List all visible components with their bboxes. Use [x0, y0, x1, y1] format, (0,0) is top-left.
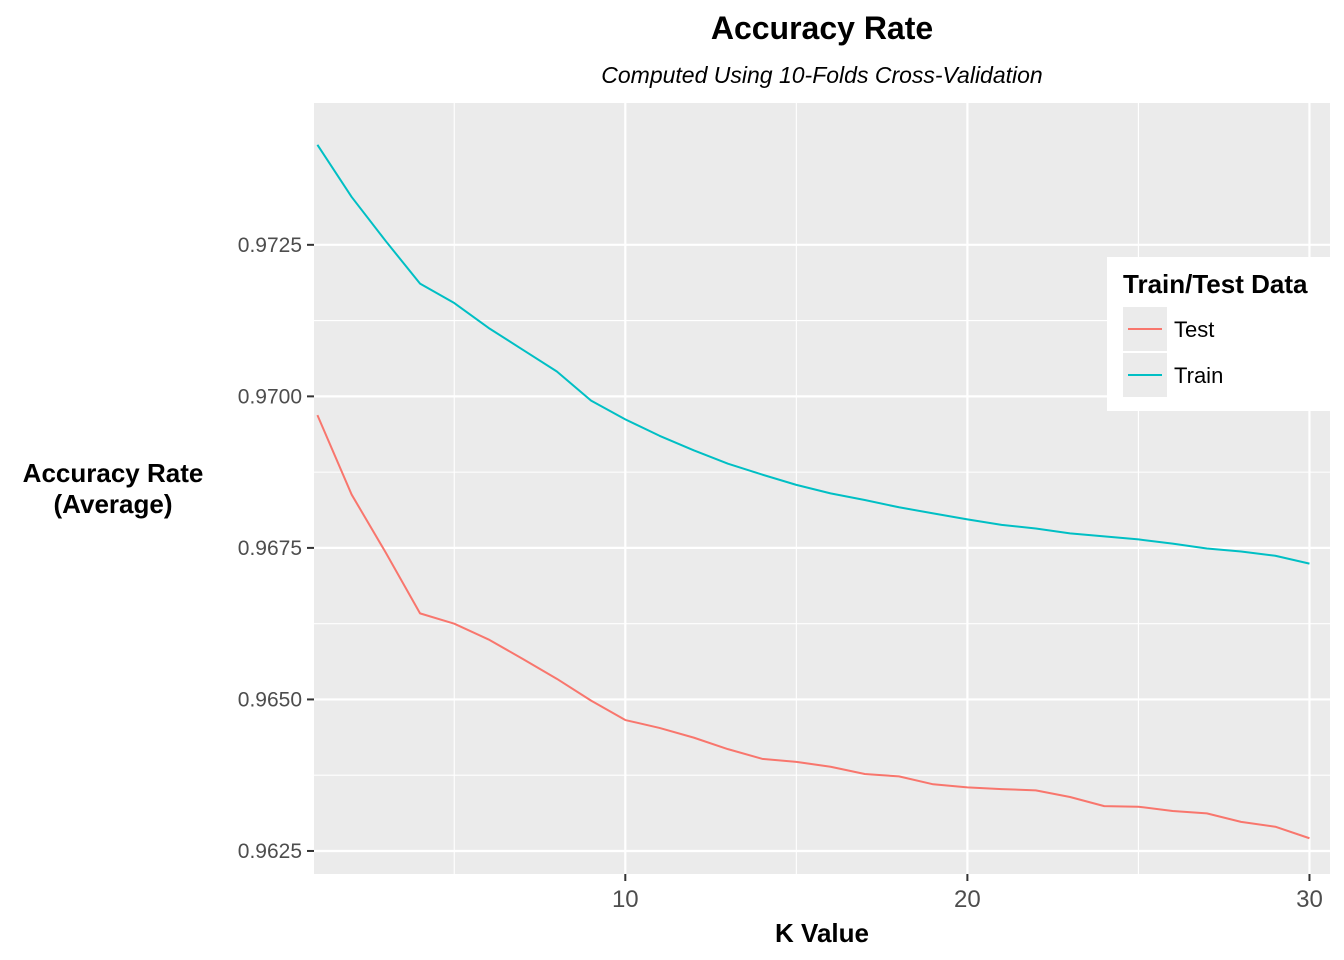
series-line-test	[316, 414, 1310, 840]
tick-labels: 0.9625 0.9650 0.9675 0.9700 0.9725 10 20 30	[238, 234, 1323, 913]
y-tick-label: 0.9625	[238, 840, 302, 863]
legend-swatch-train	[1128, 374, 1162, 376]
x-axis-label: K Value	[775, 918, 869, 948]
chart-title: Accuracy Rate	[710, 10, 934, 46]
series-lines	[316, 144, 1310, 840]
legend-swatch-test	[1128, 328, 1162, 330]
legend-key-train	[1123, 353, 1167, 397]
y-tick-label: 0.9725	[238, 234, 302, 257]
chart-subtitle: Computed Using 10-Folds Cross-Validation	[601, 62, 1043, 88]
y-tick-label: 0.9675	[238, 537, 302, 560]
y-axis-label-line-2: (Average)	[53, 489, 173, 519]
x-tick-label: 10	[612, 886, 639, 913]
legend-title: Train/Test Data	[1123, 269, 1308, 299]
series-line-train	[316, 144, 1310, 565]
x-tick-label: 30	[1296, 886, 1323, 913]
legend-label-train: Train	[1174, 363, 1224, 388]
y-axis-label-line-1: Accuracy Rate	[22, 458, 204, 488]
minor-gridlines	[314, 103, 1330, 874]
major-gridlines	[314, 103, 1330, 874]
legend: Train/Test Data Test Train	[1107, 257, 1344, 411]
x-tick-label: 20	[954, 886, 981, 913]
y-axis-label: Accuracy Rate (Average)	[0, 458, 226, 520]
legend-key-test	[1123, 307, 1167, 351]
legend-label-test: Test	[1174, 317, 1215, 342]
y-tick-label: 0.9700	[238, 385, 302, 408]
axis-ticks	[307, 243, 1311, 881]
plot-panel	[314, 103, 1330, 874]
y-tick-label: 0.9650	[238, 688, 302, 711]
